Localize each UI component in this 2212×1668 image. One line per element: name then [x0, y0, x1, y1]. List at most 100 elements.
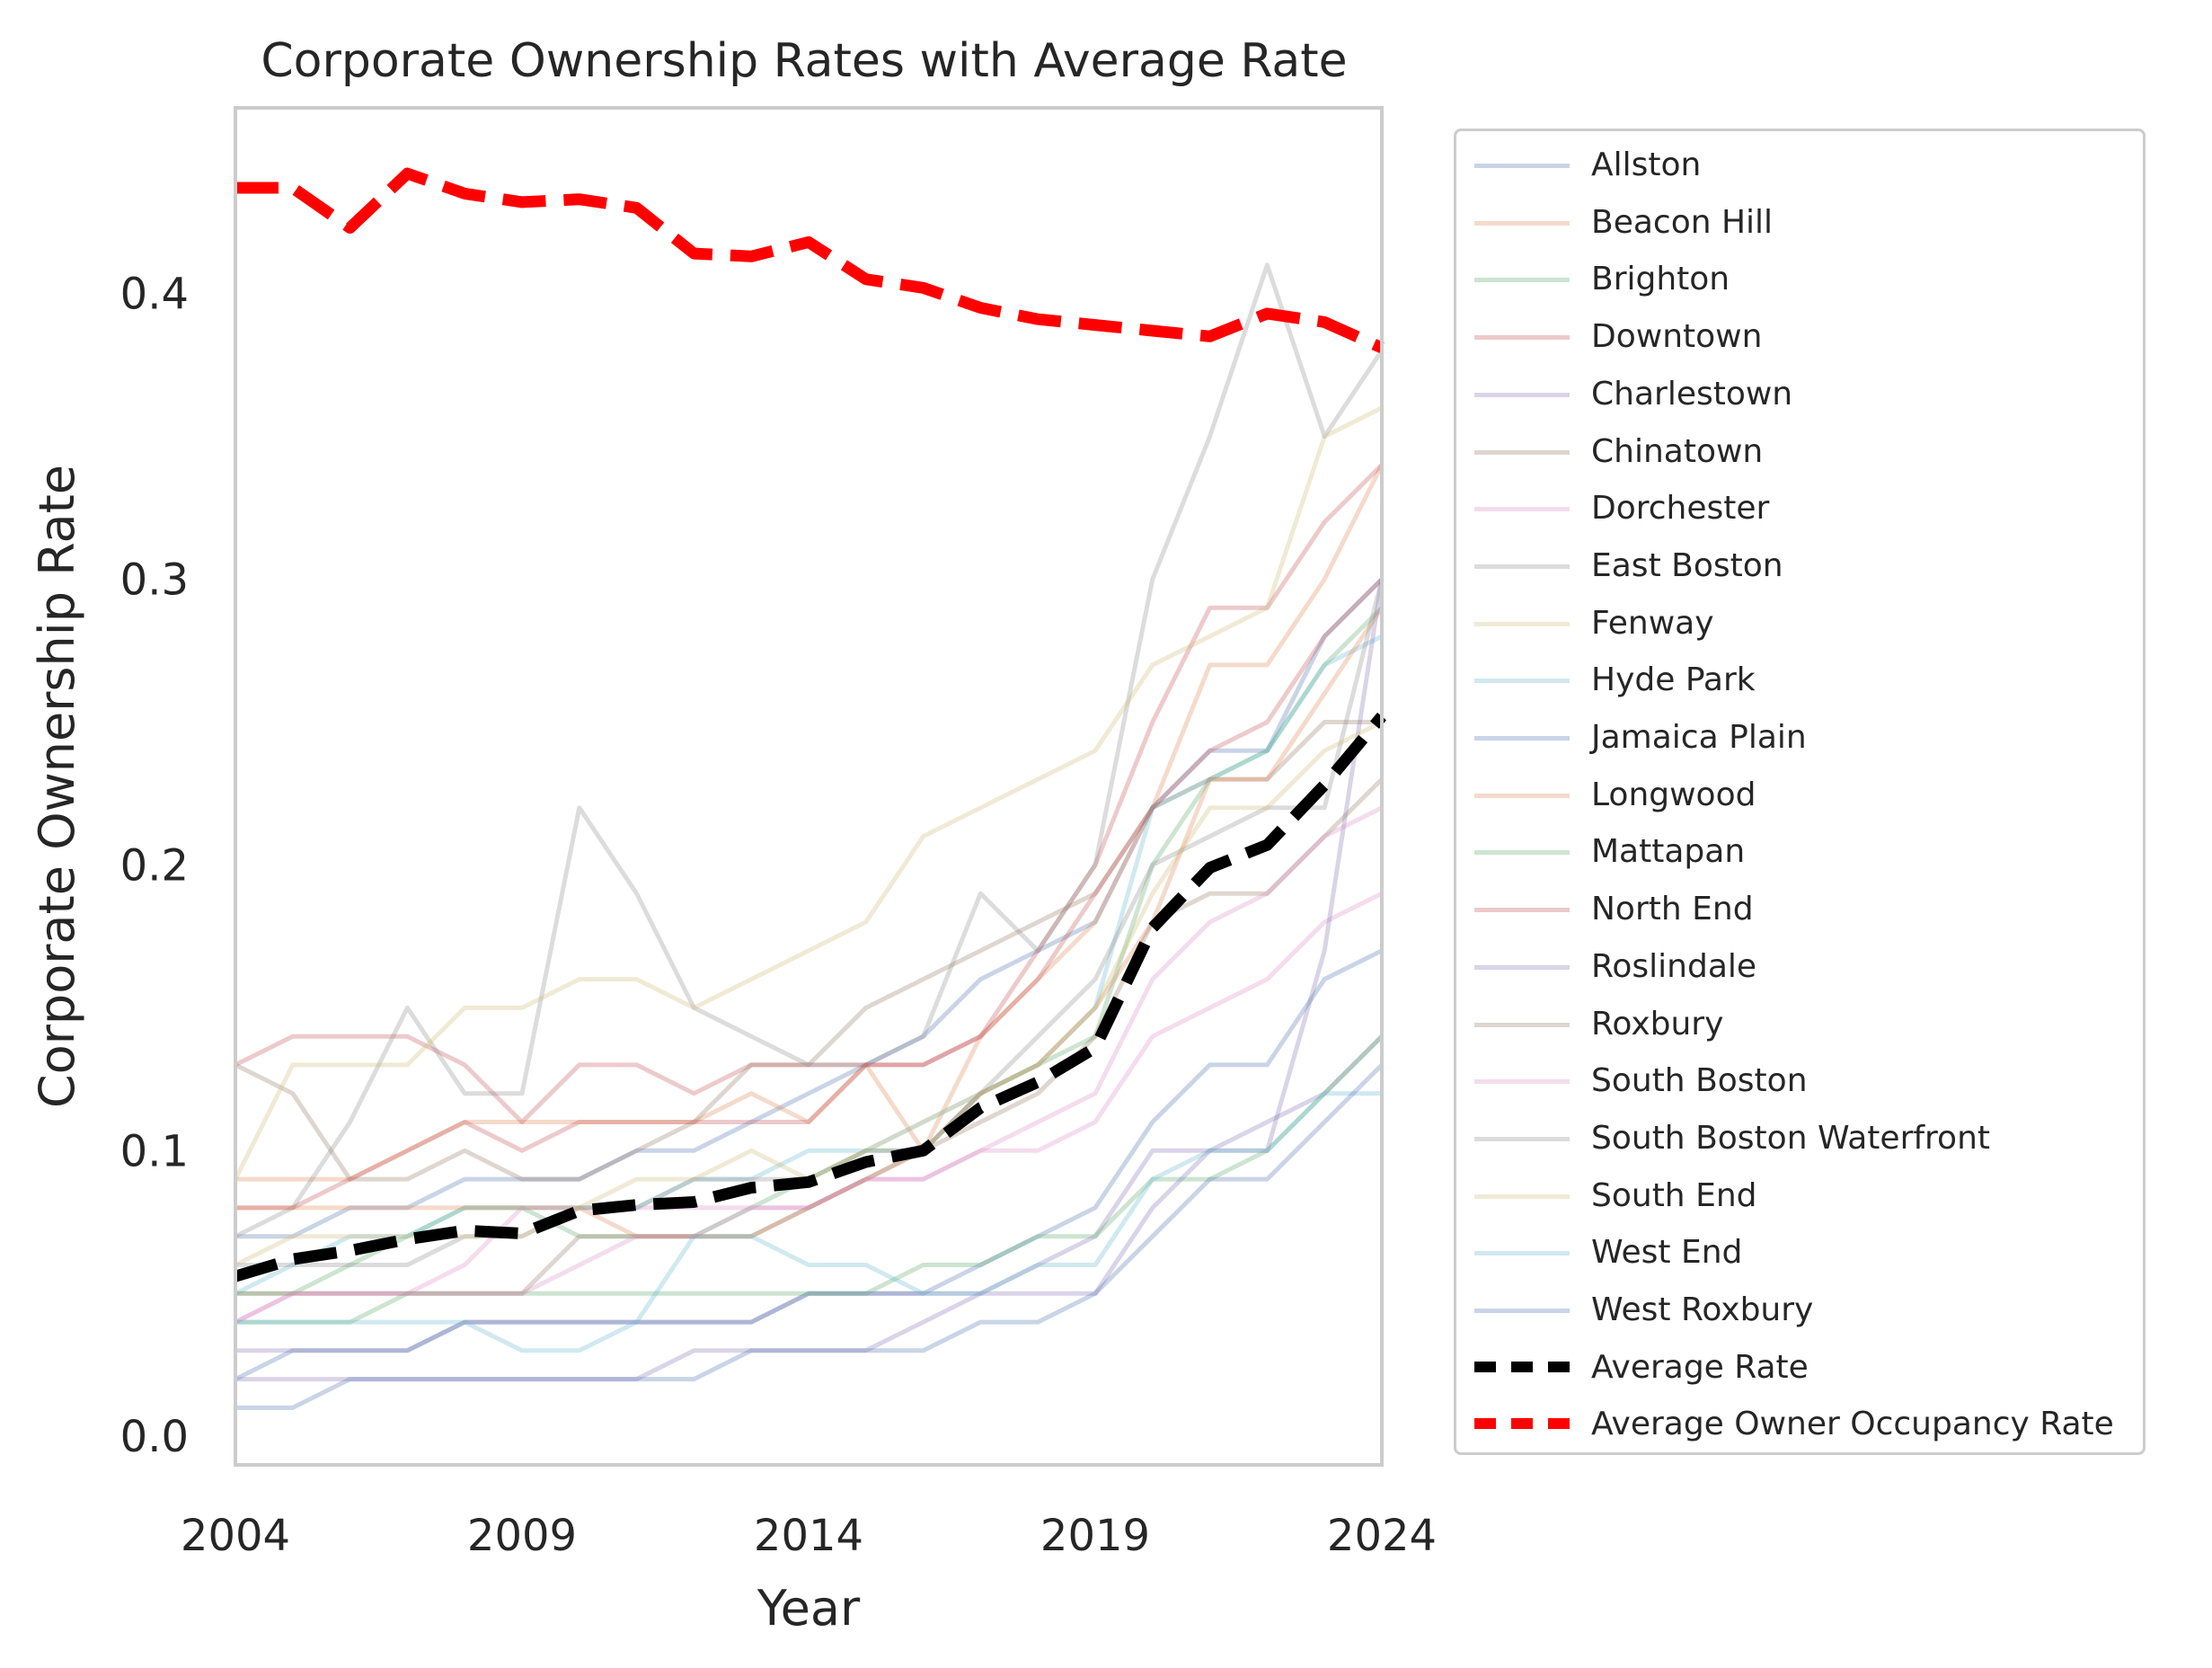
series-line-hyde-park — [234, 634, 1384, 1296]
legend-item-mattapan: Mattapan — [1456, 829, 2143, 874]
series-layer — [233, 167, 1386, 1410]
legend-item-brighton: Brighton — [1456, 256, 2143, 301]
series-line-fenway — [233, 405, 1384, 1181]
legend-swatch — [1474, 621, 1570, 626]
legend-label: Average Owner Occupancy Rate — [1591, 1406, 2114, 1443]
legend-item-roxbury: Roxbury — [1456, 1001, 2143, 1046]
series-line-north-end — [235, 577, 1384, 1211]
legend-swatch — [1474, 964, 1570, 970]
legend-label: Fenway — [1591, 604, 1714, 642]
series-line-dorchester — [234, 891, 1384, 1325]
legend-swatch — [1474, 679, 1570, 684]
legend-label: Downtown — [1591, 318, 1763, 356]
y-axis-label: Corporate Ownership Rate — [29, 465, 85, 1108]
series-line-jamaica-plain — [234, 948, 1384, 1381]
series-line-downtown — [234, 463, 1384, 1124]
legend-swatch — [1474, 1079, 1570, 1085]
legend-swatch — [1474, 278, 1570, 283]
legend-label: Brighton — [1591, 261, 1730, 298]
legend-label: North End — [1591, 891, 1754, 928]
legend-swatch — [1474, 220, 1570, 226]
legend-item-downtown: Downtown — [1456, 314, 2143, 359]
legend-item-dorchester: Dorchester — [1456, 485, 2143, 530]
series-line-average-owner-occupancy-rate — [235, 167, 1385, 353]
y-tick-label: 0.3 — [120, 555, 189, 606]
legend-swatch — [1474, 392, 1570, 397]
legend-label: Chinatown — [1591, 432, 1764, 470]
legend-item-west-roxbury: West Roxbury — [1456, 1287, 2143, 1332]
legend-label: West End — [1591, 1234, 1743, 1272]
legend-label: Jamaica Plain — [1591, 719, 1807, 756]
legend-item-average-owner-occupancy-rate: Average Owner Occupancy Rate — [1456, 1401, 2143, 1446]
legend-label: Mattapan — [1591, 833, 1746, 871]
x-tick-label: 2004 — [181, 1511, 290, 1561]
x-tick-label: 2009 — [467, 1511, 577, 1561]
legend-item-allston: Allston — [1456, 142, 2143, 187]
legend-item-hyde-park: Hyde Park — [1456, 657, 2143, 702]
legend-item-south-boston: South Boston — [1456, 1058, 2143, 1103]
legend-label: South Boston Waterfront — [1591, 1119, 1991, 1157]
series-line-beacon-hill — [235, 464, 1385, 1182]
legend-item-longwood: Longwood — [1456, 772, 2143, 817]
legend-item-jamaica-plain: Jamaica Plain — [1456, 714, 2143, 759]
legend: Allston Beacon Hill Brighton Downtown Charle… — [1454, 129, 2146, 1455]
y-tick-label: 0.2 — [120, 840, 189, 891]
series-line-roxbury — [235, 777, 1384, 1296]
legend-swatch — [1474, 507, 1570, 512]
legend-label: Allston — [1591, 146, 1702, 183]
legend-item-charlestown: Charlestown — [1456, 371, 2143, 416]
y-tick-label: 0.1 — [120, 1126, 189, 1176]
legend-label: Dorchester — [1591, 490, 1770, 528]
legend-label: Roslindale — [1591, 947, 1757, 985]
series-line-west-end — [235, 1091, 1382, 1353]
series-line-east-boston — [234, 262, 1385, 1238]
y-tick-label: 0.0 — [120, 1412, 189, 1462]
legend-label: Roxbury — [1591, 1005, 1724, 1042]
legend-item-south-end: South End — [1456, 1173, 2143, 1218]
legend-label: Beacon Hill — [1591, 203, 1774, 241]
series-line-chinatown — [234, 720, 1382, 1182]
legend-item-roslindale: Roslindale — [1456, 944, 2143, 989]
legend-swatch — [1474, 449, 1570, 455]
y-tick-label: 0.4 — [120, 270, 189, 320]
legend-label: Charlestown — [1591, 375, 1793, 413]
legend-swatch — [1474, 1022, 1570, 1027]
series-line-charlestown — [235, 1034, 1384, 1353]
legend-swatch — [1474, 736, 1570, 741]
legend-label: South End — [1591, 1176, 1757, 1214]
legend-label: Average Rate — [1591, 1348, 1809, 1386]
legend-item-beacon-hill: Beacon Hill — [1456, 200, 2143, 244]
legend-item-chinatown: Chinatown — [1456, 429, 2143, 474]
legend-item-east-boston: East Boston — [1456, 543, 2143, 588]
legend-swatch — [1474, 908, 1570, 913]
legend-swatch — [1474, 164, 1570, 168]
legend-swatch — [1474, 1251, 1570, 1256]
legend-swatch — [1474, 1309, 1570, 1313]
series-line-allston — [235, 577, 1384, 1239]
legend-item-south-boston-waterfront: South Boston Waterfront — [1456, 1115, 2143, 1160]
axes-frame — [234, 106, 1384, 1467]
legend-label: Longwood — [1591, 776, 1756, 813]
legend-label: East Boston — [1591, 546, 1783, 584]
x-axis-label: Year — [757, 1580, 861, 1637]
series-line-roslindale — [235, 579, 1385, 1382]
legend-swatch — [1474, 793, 1570, 798]
legend-swatch — [1474, 1418, 1570, 1430]
x-tick-label: 2019 — [1040, 1511, 1150, 1561]
legend-swatch — [1474, 1361, 1570, 1372]
legend-swatch — [1474, 1193, 1570, 1199]
legend-item-north-end: North End — [1456, 886, 2143, 931]
legend-swatch — [1474, 1136, 1570, 1141]
chart-title: Corporate Ownership Rates with Average R… — [261, 34, 1347, 88]
legend-item-average-rate: Average Rate — [1456, 1344, 2143, 1389]
series-line-longwood — [235, 606, 1385, 1239]
x-tick-label: 2014 — [754, 1511, 863, 1561]
legend-swatch — [1474, 850, 1570, 856]
legend-label: West Roxbury — [1591, 1291, 1814, 1328]
series-line-mattapan — [235, 1034, 1384, 1325]
series-line-south-boston — [234, 805, 1384, 1325]
legend-label: Hyde Park — [1591, 661, 1756, 699]
x-tick-label: 2024 — [1327, 1511, 1437, 1561]
legend-swatch — [1474, 563, 1570, 569]
